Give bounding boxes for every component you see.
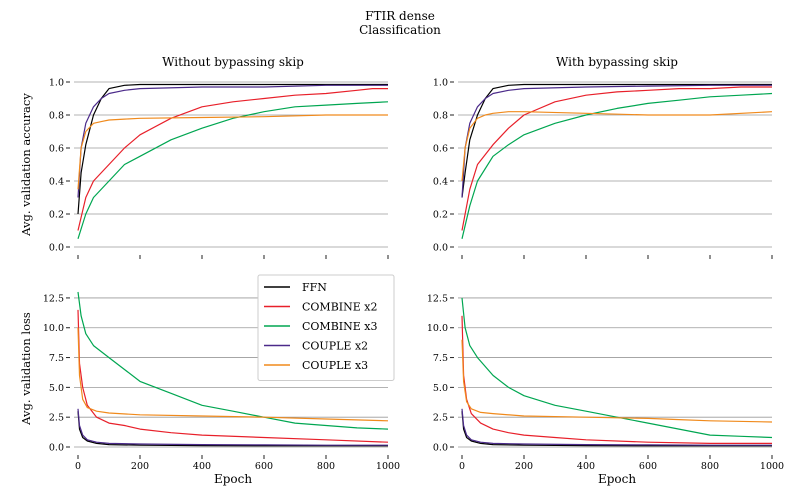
y-tick-label: 0.8 — [49, 111, 64, 122]
y-tick-label: 10.0 — [43, 323, 64, 334]
x-axis-label: Epoch — [214, 472, 252, 486]
series-line-combine-x3 — [77, 101, 389, 239]
series-line-combine-x2 — [461, 86, 772, 231]
legend-label: COMBINE x3 — [302, 320, 377, 333]
x-tick-label: 200 — [515, 461, 533, 472]
y-tick-label: 7.5 — [49, 353, 64, 364]
y-tick-label: 0.2 — [433, 210, 448, 221]
y-tick-label: 0.6 — [433, 144, 448, 155]
series-line-ffn — [461, 411, 772, 447]
y-tick-label: 10.0 — [427, 323, 448, 334]
y-tick-label: 5.0 — [49, 383, 64, 394]
x-tick-label: 800 — [701, 461, 719, 472]
x-tick-label: 1000 — [376, 461, 400, 472]
y-tick-label: 0.4 — [433, 177, 448, 188]
series-line-couple-x3 — [461, 339, 773, 423]
series-line-couple-x2 — [461, 84, 772, 198]
x-tick-label: 800 — [317, 461, 335, 472]
y-tick-label: 0.0 — [433, 243, 448, 254]
panel-loss-without-skip: 0.0 2.5 5.0 7.5 10.0 12.5 0 200 400 600 800 1000 Avg… — [19, 291, 400, 486]
y-tick-label: 0.2 — [49, 210, 64, 221]
series-line-couple-x3 — [77, 114, 388, 190]
x-tick-label: 200 — [131, 461, 149, 472]
series-line-combine-x2 — [461, 315, 772, 444]
series-line-ffn — [461, 83, 772, 198]
panel-title: With bypassing skip — [556, 55, 678, 69]
panel-accuracy-with-skip: 0.0 0.2 0.4 0.6 0.8 1.0 With bypassing skip — [433, 55, 773, 259]
panel-accuracy-without-skip: 0.0 0.2 0.4 0.6 0.8 1.0 Without bypassing skip… — [19, 55, 389, 259]
y-tick-label: 5.0 — [433, 383, 448, 394]
legend-label: COUPLE x2 — [302, 340, 368, 353]
x-tick-label: 0 — [75, 461, 81, 472]
y-tick-label: 1.0 — [49, 78, 64, 89]
legend-box — [257, 274, 395, 381]
figure-title-line1: FTIR dense — [365, 9, 435, 23]
figure-title-line2: Classification — [359, 23, 441, 37]
y-tick-label: 12.5 — [427, 293, 448, 304]
x-tick-label: 400 — [577, 461, 595, 472]
legend-label: FFN — [302, 281, 327, 294]
series-line-couple-x3 — [461, 111, 773, 182]
series-line-couple-x2 — [461, 408, 772, 446]
y-axis-label: Avg. validation loss — [19, 312, 33, 426]
y-tick-label: 0.0 — [433, 443, 448, 454]
y-tick-label: 12.5 — [43, 293, 64, 304]
series-line-couple-x2 — [77, 84, 388, 198]
series-line-ffn — [77, 411, 388, 447]
x-tick-label: 0 — [459, 461, 465, 472]
y-tick-label: 1.0 — [433, 78, 448, 89]
y-tick-label: 0.4 — [49, 177, 64, 188]
y-tick-label: 2.5 — [433, 413, 448, 424]
y-tick-label: 0.0 — [49, 243, 64, 254]
series-line-combine-x3 — [77, 291, 389, 430]
y-tick-label: 7.5 — [433, 353, 448, 364]
x-tick-label: 1000 — [760, 461, 784, 472]
series-line-couple-x2 — [77, 408, 388, 446]
y-tick-label: 0.8 — [433, 111, 448, 122]
chart-legend: FFN COMBINE x2 COMBINE x3 COUPLE x2 COUPLE x… — [257, 274, 395, 381]
series-line-combine-x2 — [77, 87, 388, 231]
x-axis-label: Epoch — [598, 472, 636, 486]
x-tick-label: 600 — [255, 461, 273, 472]
y-tick-label: 0.0 — [49, 443, 64, 454]
panel-loss-with-skip: 0.0 2.5 5.0 7.5 10.0 12.5 0 200 400 600 800 1000 Epo… — [427, 293, 784, 486]
series-line-couple-x3 — [77, 327, 389, 422]
series-line-combine-x3 — [461, 297, 773, 439]
y-tick-label: 0.6 — [49, 144, 64, 155]
legend-label: COUPLE x3 — [302, 359, 368, 372]
series-line-combine-x3 — [461, 92, 773, 239]
y-axis-label: Avg. validation accuracy — [19, 93, 33, 237]
series-line-combine-x2 — [77, 309, 389, 443]
panel-title: Without bypassing skip — [162, 55, 304, 69]
x-tick-label: 600 — [639, 461, 657, 472]
legend-label: COMBINE x2 — [302, 301, 377, 314]
series-line-ffn — [77, 83, 388, 215]
y-tick-label: 2.5 — [49, 413, 64, 424]
x-tick-label: 400 — [193, 461, 211, 472]
